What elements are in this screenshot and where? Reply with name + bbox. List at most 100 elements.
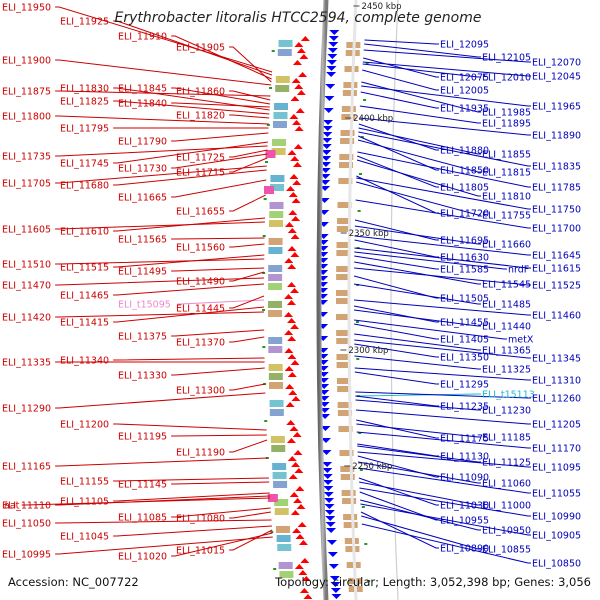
label-connector: [229, 383, 266, 391]
label-connector: [353, 275, 439, 299]
annotation-patch: [270, 175, 285, 182]
label-connector: [357, 455, 439, 478]
tick-mark: [265, 161, 269, 163]
tick-mark: [262, 235, 266, 237]
annotation-patch: [276, 535, 291, 542]
annotation-patch: [279, 571, 294, 578]
reverse-feature: [321, 156, 332, 161]
reverse-feature: [331, 594, 342, 599]
forward-feature: [284, 330, 294, 335]
forward-feature: [288, 210, 298, 215]
forward-feature: [290, 324, 300, 329]
annotation-patch: [336, 250, 351, 256]
annotation-patch: [341, 114, 356, 120]
tick-mark: [264, 420, 268, 422]
reverse-feature: [327, 54, 338, 59]
reverse-feature: [326, 528, 337, 533]
gene-label: ELI_11335: [2, 358, 51, 369]
reverse-feature: [322, 468, 333, 473]
gene-label: ELI_11155: [60, 477, 109, 488]
reverse-feature: [320, 162, 331, 167]
genome-summary-text: Topology: circular; Length: 3,052,398 bp…: [274, 575, 591, 589]
label-connector: [356, 423, 481, 438]
forward-feature: [289, 174, 299, 179]
gene-label: ELI_12010: [482, 73, 531, 84]
forward-feature: [291, 198, 301, 203]
gene-label: ELI_11825: [60, 97, 109, 108]
label-connector: [55, 457, 268, 467]
gene-label: ELI_11900: [2, 56, 51, 67]
gene-label: ELI_11020: [118, 552, 167, 563]
label-connector: [363, 49, 531, 63]
forward-feature: [291, 396, 301, 401]
tick-mark: [367, 580, 371, 582]
label-connector: [355, 395, 439, 407]
gene-label: ELI_11090: [440, 473, 489, 484]
label-connector: [354, 367, 531, 381]
forward-feature: [289, 426, 299, 431]
reverse-feature: [320, 180, 331, 185]
label-connector: [361, 523, 531, 564]
gene-label: ELI_11815: [482, 168, 531, 179]
gene-label: ELI_11460: [532, 311, 581, 322]
gene-label: aat: [4, 501, 20, 512]
gene-label: ELI_11055: [532, 489, 581, 500]
forward-feature: [284, 258, 294, 263]
reverse-feature: [321, 144, 332, 149]
annotation-patch: [268, 274, 283, 281]
left-gene-labels: ELI_11950 ELI_11925 ELI_11910 ELI_11905 ELI_…: [2, 3, 225, 563]
gene-label: ELI_11000: [482, 501, 531, 512]
annotation-patch: [269, 211, 284, 218]
gene-label: ELI_12070: [532, 58, 581, 69]
forward-feature: [291, 462, 301, 467]
forward-feature: [284, 348, 294, 353]
forward-feature: [290, 288, 300, 293]
label-connector: [171, 153, 268, 169]
gene-label: ELI_11545: [482, 280, 531, 291]
label-connector: [362, 63, 481, 78]
label-connector: [362, 69, 439, 91]
gene-label: ELI_11835: [532, 162, 581, 173]
gene-label: ELI_11790: [118, 137, 167, 148]
annotation-patch: [268, 337, 283, 344]
gene-label: ELI_11615: [532, 264, 581, 275]
gene-label: ELI_11415: [60, 318, 109, 329]
annotation-patch: [270, 436, 285, 443]
label-connector: [360, 503, 531, 536]
forward-feature: [296, 48, 306, 53]
reverse-feature: [323, 120, 334, 125]
forward-feature: [294, 564, 304, 569]
reverse-feature: [328, 36, 339, 41]
gene-label: ELI_11465: [60, 291, 109, 302]
annotation-patch: [272, 463, 287, 470]
annotation-patch: [264, 186, 275, 194]
forward-feature: [290, 96, 300, 101]
gene-label: ELI_11700: [532, 224, 581, 235]
reverse-feature: [327, 48, 338, 53]
reverse-feature: [324, 498, 335, 503]
gene-label: ELI_11935: [440, 104, 489, 115]
gene-label: ELI_11965: [532, 102, 581, 113]
forward-feature: [293, 498, 303, 503]
tick-mark: [359, 469, 363, 471]
reverse-feature: [330, 588, 341, 593]
label-connector: [358, 467, 531, 494]
label-connector: [357, 443, 439, 457]
reverse-feature: [324, 504, 335, 509]
annotation-patch: [274, 508, 289, 515]
label-connector: [353, 299, 531, 316]
forward-feature: [292, 60, 302, 65]
forward-feature: [296, 90, 306, 95]
label-connector: [171, 532, 273, 557]
annotation-patch: [269, 382, 284, 389]
gene-label: ELI_11230: [482, 406, 531, 417]
label-connector: [55, 277, 265, 286]
gene-label: ELI_11525: [532, 281, 581, 292]
label-connector: [357, 135, 439, 171]
annotation-patch: [342, 498, 357, 504]
label-connector: [55, 165, 267, 184]
gene-label: ELI_11445: [176, 304, 225, 315]
gene-label: ELI_11350: [440, 353, 489, 364]
gene-label: ELI_12095: [440, 40, 489, 51]
